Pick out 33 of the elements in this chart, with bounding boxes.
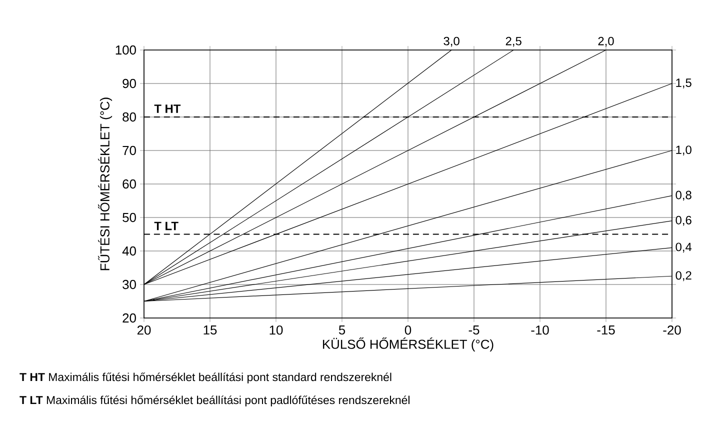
- x-axis-title: KÜLSŐ HŐMÉRSÉKLET (°C): [322, 338, 494, 352]
- x-tick-label: -20: [663, 326, 681, 335]
- x-tick-label: -5: [468, 326, 480, 335]
- legend-label: 0,4: [676, 242, 692, 253]
- x-tick-label: -10: [531, 326, 549, 335]
- x-tick-label: 0: [404, 326, 412, 335]
- y-tick-label: 90: [122, 78, 136, 88]
- x-tick-label: -15: [597, 326, 615, 335]
- x-tick-label: 15: [204, 326, 217, 335]
- y-tick-label: 60: [122, 179, 136, 189]
- y-tick-label: 50: [122, 212, 136, 222]
- series-label: 2,5: [506, 36, 522, 47]
- ref-line-label: T HT: [154, 104, 181, 113]
- y-axis-title: FŰTÉSI HŐMÉRSÉKLET (°C): [98, 98, 112, 270]
- series-label: 0,2: [676, 271, 692, 282]
- y-tick-label: 70: [122, 146, 136, 156]
- legend-label: 1,5: [676, 78, 692, 88]
- y-tick-label: 80: [122, 112, 136, 122]
- x-tick-label: 10: [270, 326, 283, 335]
- y-tick-label: 20: [122, 313, 136, 323]
- legend-label: 0,6: [676, 216, 692, 226]
- legend-label: 1,0: [676, 146, 692, 156]
- x-tick-label: 20: [137, 326, 151, 335]
- text: T LT Maximális fűtési hőmérséklet beállítási pont padlófűtéses rendszereknél: [20, 396, 410, 406]
- series-label: 2,0: [598, 36, 614, 47]
- y-tick-label: 30: [122, 280, 136, 290]
- text: T HT Maximális fűtési hőmérséklet beállítási pont standard rendszereknél: [20, 372, 392, 384]
- ref-line-label: T LT: [154, 222, 178, 230]
- series-label: 0,8: [676, 190, 692, 201]
- x-tick-label: 5: [338, 326, 346, 335]
- y-tick-label: 40: [122, 246, 136, 256]
- y-tick-label: 100: [116, 45, 136, 55]
- series-label: 3,0: [444, 36, 460, 47]
